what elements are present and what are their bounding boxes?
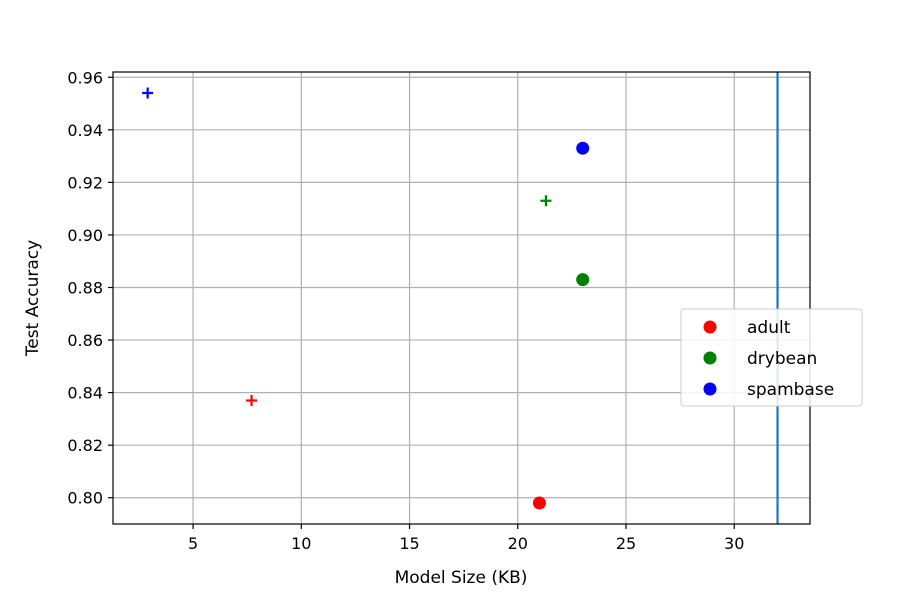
x-tick-label: 20	[508, 534, 528, 553]
legend-label-adult: adult	[747, 318, 791, 338]
legend-label-drybean: drybean	[747, 349, 817, 369]
axis-ticks: 5 10 15 20 25 30 0.80 0.82 0.84 0.86 0.88 0.90 0.92 0…	[67, 68, 744, 553]
y-tick-label: 0.80	[67, 489, 103, 508]
y-tick-label: 0.92	[67, 173, 103, 192]
plot-frame	[112, 71, 811, 525]
x-tick-label: 15	[399, 534, 419, 553]
spambase-circle-point	[576, 141, 590, 155]
y-tick-label: 0.88	[67, 278, 103, 297]
grid	[113, 72, 810, 524]
x-axis-label: Model Size (KB)	[395, 568, 528, 588]
adult-plus-point	[246, 394, 258, 406]
spambase-plus-point	[142, 87, 154, 99]
y-tick-label: 0.90	[67, 226, 103, 245]
x-tick-label: 25	[616, 534, 636, 553]
legend: adult drybean spambase	[680, 308, 863, 407]
x-tick-label: 5	[188, 534, 198, 553]
legend-box	[680, 308, 863, 407]
y-tick-label: 0.96	[67, 68, 103, 87]
drybean-plus-point	[540, 195, 552, 207]
legend-marker-drybean	[703, 351, 717, 365]
y-tick-label: 0.86	[67, 331, 103, 350]
data-points	[142, 87, 590, 510]
x-tick-label: 10	[291, 534, 311, 553]
y-tick-label: 0.94	[67, 121, 103, 140]
y-axis-label: Test Accuracy	[23, 240, 43, 358]
legend-marker-spambase	[703, 382, 717, 396]
drybean-circle-point	[576, 273, 590, 287]
y-tick-label: 0.82	[67, 436, 103, 455]
y-tick-label: 0.84	[67, 384, 103, 403]
legend-label-spambase: spambase	[747, 380, 834, 400]
adult-circle-point	[532, 496, 546, 510]
legend-marker-adult	[703, 320, 717, 334]
x-tick-label: 30	[724, 534, 744, 553]
